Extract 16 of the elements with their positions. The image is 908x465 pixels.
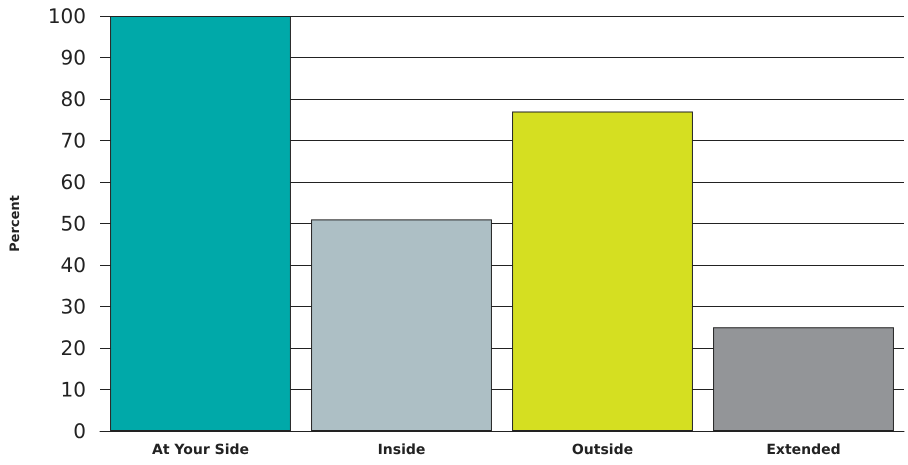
y-tick-label: 60 xyxy=(60,170,86,194)
y-tick-label: 0 xyxy=(73,419,86,443)
y-axis-title: Percent xyxy=(8,195,23,252)
y-tick-label: 10 xyxy=(60,378,86,402)
y-tick-label: 20 xyxy=(60,336,86,360)
x-tick-label: Extended xyxy=(766,442,841,458)
x-tick-label: At Your Side xyxy=(152,442,250,458)
x-tick-label: Inside xyxy=(378,442,426,458)
y-tick-label: 50 xyxy=(60,212,86,236)
y-tick-label: 80 xyxy=(60,87,86,111)
y-tick-label: 90 xyxy=(60,46,86,70)
y-tick-label: 40 xyxy=(60,253,86,277)
y-tick-label: 30 xyxy=(60,294,86,318)
x-tick-label: Outside xyxy=(572,442,634,458)
y-tick-label: 100 xyxy=(48,4,86,28)
y-tick-label: 70 xyxy=(60,128,86,152)
